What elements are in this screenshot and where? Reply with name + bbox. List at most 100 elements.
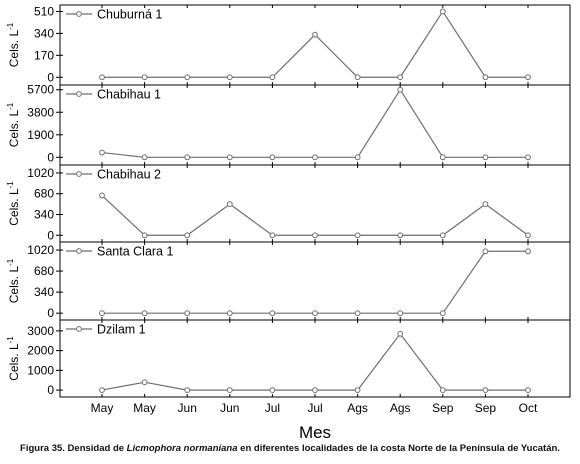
data-point — [525, 232, 531, 239]
data-point — [354, 74, 361, 81]
y-axis-title: Cels. L-1 — [6, 336, 21, 381]
series-line — [102, 10, 528, 78]
data-point — [184, 387, 191, 393]
x-tick-label: May — [91, 401, 114, 415]
x-tick-label: Jun — [220, 401, 239, 415]
x-tick-label: Ags — [347, 401, 368, 415]
data-point — [397, 232, 404, 239]
data-point — [184, 74, 191, 81]
data-point — [482, 201, 489, 208]
data-point — [439, 310, 446, 317]
y-axis-title-main: Cels. L — [7, 266, 21, 304]
x-tick-label: Sep — [432, 401, 454, 415]
x-tick-label: May — [133, 401, 156, 415]
panel-3: 0 340 680 1020 Cels. L-1 Chabihau 2 — [6, 164, 571, 243]
data-point — [439, 387, 446, 393]
x-tick-label: Oct — [519, 401, 538, 415]
data-point — [312, 232, 318, 239]
data-point — [141, 379, 148, 386]
x-tick-label: Jul — [307, 401, 322, 415]
data-point — [99, 387, 105, 393]
data-point — [226, 310, 233, 317]
data-point — [439, 8, 446, 15]
legend-label: Chuburná 1 — [97, 8, 162, 22]
data-point — [99, 310, 105, 317]
y-axis-title-main: Cels. L — [7, 188, 21, 226]
data-point — [312, 154, 318, 161]
data-point — [141, 310, 148, 317]
data-point — [439, 154, 446, 161]
y-tick-label: 510 — [34, 4, 54, 18]
panel-4: 0 340 680 1020 Cels. L-1 Santa Clara 1 — [6, 241, 571, 321]
caption-after: en diferentes localidades de la costa No… — [237, 443, 560, 454]
data-point — [482, 74, 489, 81]
data-point — [269, 310, 276, 317]
data-point — [99, 192, 105, 199]
y-tick-label: 1020 — [27, 243, 54, 257]
y-axis-title-sup: -1 — [6, 102, 15, 110]
y-axis-title-sup: -1 — [6, 181, 15, 189]
caption-species: Licmophora normaniana — [126, 443, 238, 454]
data-point — [269, 154, 276, 161]
y-axis-title-sup: -1 — [6, 336, 15, 344]
y-tick-label: 1000 — [27, 363, 54, 377]
y-tick-label: 0 — [47, 70, 54, 84]
y-tick-label: 0 — [47, 306, 54, 320]
y-tick-label: 170 — [34, 48, 54, 62]
x-tick-label: Sep — [475, 401, 497, 415]
y-tick-label: 340 — [34, 285, 54, 299]
data-point — [397, 74, 404, 81]
y-tick-label: 340 — [34, 208, 54, 222]
x-tick-label: Ags — [390, 401, 411, 415]
data-point — [226, 154, 233, 161]
y-tick-label: 0 — [47, 383, 54, 397]
figure-caption: Figura 35. Densidad de Licmophora norman… — [0, 443, 580, 454]
legend-marker — [76, 11, 82, 17]
y-tick-label: 340 — [34, 26, 54, 40]
y-axis-title: Cels. L-1 — [6, 22, 21, 67]
data-point — [482, 387, 489, 393]
data-point — [525, 387, 531, 393]
data-point — [226, 201, 233, 208]
panel-5: 0 1000 2000 3000 Cels. L-1 Dzilam 1 May May Jun J… — [6, 319, 571, 415]
x-axis-title: Mes — [299, 423, 331, 442]
x-tick-label: Jun — [178, 401, 197, 415]
y-axis-title-main: Cels. L — [7, 110, 21, 148]
data-point — [525, 74, 531, 81]
data-point — [312, 31, 318, 38]
data-point — [439, 232, 446, 239]
data-point — [141, 154, 148, 161]
data-point — [184, 310, 191, 317]
y-tick-label: 5700 — [27, 83, 54, 97]
data-point — [397, 310, 404, 317]
legend-label: Chabihau 2 — [97, 168, 161, 182]
legend-marker — [76, 91, 82, 97]
series-line — [102, 250, 528, 314]
data-point — [482, 154, 489, 161]
data-point — [482, 248, 489, 255]
data-point — [354, 154, 361, 161]
y-axis-title: Cels. L-1 — [6, 102, 21, 147]
legend-marker — [76, 171, 82, 177]
series-line — [101, 195, 529, 236]
data-point — [226, 74, 233, 81]
data-point — [354, 387, 361, 393]
y-tick-label: 680 — [34, 264, 54, 278]
y-tick-label: 0 — [47, 228, 54, 242]
y-tick-label: 2000 — [27, 344, 54, 358]
legend-label: Chabihau 1 — [97, 88, 161, 102]
panel-1: 0 170 340 510 Cels. L-1 Chuburná 1 — [6, 4, 571, 86]
data-point — [99, 74, 105, 81]
series-line — [101, 88, 528, 158]
data-point — [354, 310, 361, 317]
data-point — [312, 387, 318, 393]
data-point — [269, 232, 276, 239]
data-point — [141, 232, 148, 239]
y-tick-label: 0 — [47, 150, 54, 164]
y-tick-label: 3000 — [27, 324, 54, 338]
y-axis-title: Cels. L-1 — [6, 258, 21, 303]
data-point — [397, 86, 404, 93]
y-axis-title-sup: -1 — [6, 258, 15, 266]
y-tick-label: 3800 — [27, 105, 54, 119]
